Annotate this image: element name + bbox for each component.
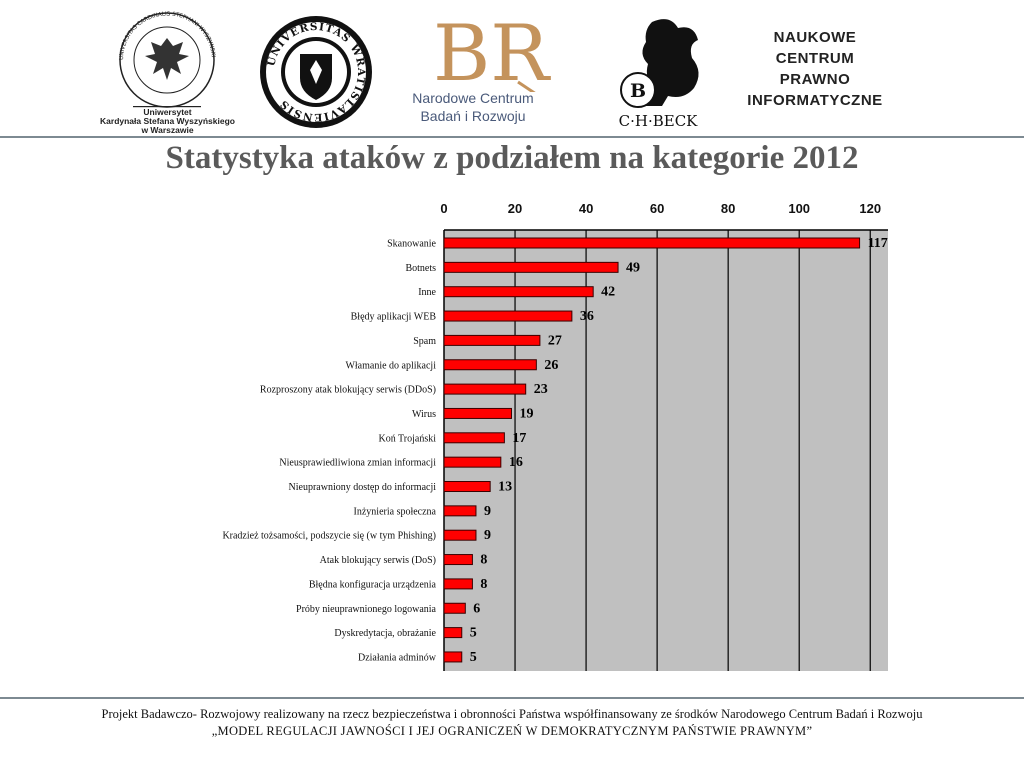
bar bbox=[443, 407, 512, 419]
ncpi-line-1: NAUKOWE bbox=[773, 29, 857, 46]
data-label: 23 bbox=[534, 382, 548, 397]
data-label: 49 bbox=[626, 260, 640, 275]
ncpi-line-2: CENTRUM bbox=[775, 50, 855, 67]
x-tick-label: 40 bbox=[579, 201, 593, 216]
bar bbox=[443, 432, 505, 444]
ncbr-monogram: BR bbox=[433, 12, 551, 92]
ncbr-line-2: Badań i Rozwoju bbox=[420, 108, 526, 124]
data-label: 9 bbox=[484, 528, 491, 543]
header-divider bbox=[0, 136, 1024, 138]
data-label: 5 bbox=[470, 626, 477, 641]
ncpi-line-4: INFORMATYCZNE bbox=[747, 92, 883, 109]
chbeck-griffin-icon: B C·H·BECK bbox=[619, 19, 699, 130]
x-tick-label: 60 bbox=[650, 201, 664, 216]
bar bbox=[443, 505, 477, 517]
bar bbox=[443, 237, 861, 249]
category-label: Działania adminów bbox=[358, 652, 437, 663]
category-label: Botnets bbox=[405, 263, 436, 274]
category-label: Spam bbox=[413, 336, 436, 347]
data-label: 5 bbox=[470, 650, 477, 665]
footer-project-line: Projekt Badawczo- Rozwojowy realizowany … bbox=[101, 707, 923, 721]
x-tick-label: 100 bbox=[788, 201, 810, 216]
x-tick-label: 20 bbox=[508, 201, 522, 216]
x-tick-label: 120 bbox=[859, 201, 881, 216]
data-label: 42 bbox=[601, 285, 615, 300]
bar bbox=[443, 310, 573, 322]
plot-area bbox=[444, 230, 888, 671]
category-label: Inżynieria społeczna bbox=[354, 506, 437, 517]
data-label: 19 bbox=[519, 406, 533, 421]
uksw-caption-2: Kardynała Stefana Wyszyńskiego bbox=[100, 116, 235, 126]
bar bbox=[443, 627, 463, 639]
ncbr-logo: BR Narodowe Centrum Badań i Rozwoju bbox=[398, 9, 584, 132]
category-label: Koń Trojański bbox=[378, 433, 436, 444]
uksw-caption-3: w Warszawie bbox=[141, 125, 194, 135]
footer-divider bbox=[0, 697, 1024, 699]
bar bbox=[443, 359, 537, 371]
bar bbox=[443, 651, 463, 663]
chbeck-letter: B bbox=[630, 80, 646, 102]
bar bbox=[443, 334, 541, 346]
data-label: 26 bbox=[544, 358, 558, 373]
bar-chart: 0 20 40 60 80 100 120 Skanowanie 117 Botnets 49 Inn… bbox=[222, 201, 888, 671]
bar bbox=[443, 481, 491, 492]
bar bbox=[443, 529, 477, 541]
uksw-logo: UNIVERSITAS CARDINALIS STEPHANI WYSZYNSK… bbox=[93, 4, 240, 136]
category-label: Błędy aplikacji WEB bbox=[351, 312, 437, 323]
footer-model-line: „MODEL REGULACJI JAWNOŚCI I JEJ OGRANICZ… bbox=[211, 724, 813, 738]
ncpi-logo: NAUKOWE CENTRUM PRAWNO INFORMATYCZNE bbox=[735, 27, 895, 111]
category-label: Kradzież tożsamości, podszycie się (w ty… bbox=[222, 531, 436, 542]
category-label: Dyskredytacja, obrażanie bbox=[334, 628, 436, 639]
data-label: 16 bbox=[509, 455, 523, 470]
data-label: 117 bbox=[868, 236, 888, 251]
category-label: Włamanie do aplikacji bbox=[345, 360, 436, 371]
uksw-emblem-icon: UNIVERSITAS CARDINALIS STEPHANI WYSZYNSK… bbox=[93, 4, 216, 108]
category-label: Nieuprawniony dostęp do informacji bbox=[289, 482, 437, 493]
category-label: Próby nieuprawnionego logowania bbox=[296, 604, 437, 615]
uksw-caption-1: Uniwersytet bbox=[143, 107, 192, 117]
chbeck-name: C·H·BECK bbox=[619, 112, 699, 130]
uwr-logo: UNIVERSITAS WRATISLAVIENSIS bbox=[258, 14, 374, 130]
data-label: 27 bbox=[548, 333, 562, 348]
category-label: Skanowanie bbox=[387, 239, 436, 250]
bar bbox=[443, 602, 466, 614]
chart-title: Statystyka ataków z podziałem na kategor… bbox=[165, 140, 859, 176]
x-tick-label: 80 bbox=[721, 201, 735, 216]
data-label: 36 bbox=[580, 309, 594, 324]
chbeck-logo: B C·H·BECK bbox=[608, 14, 708, 130]
bar bbox=[443, 383, 527, 395]
data-label: 6 bbox=[473, 601, 480, 616]
uwr-seal-icon: UNIVERSITAS WRATISLAVIENSIS bbox=[260, 16, 372, 128]
category-label: Atak blokujący serwis (DoS) bbox=[320, 555, 436, 566]
bar bbox=[443, 261, 619, 273]
data-label: 8 bbox=[480, 553, 487, 568]
bar bbox=[443, 286, 594, 298]
category-label: Wirus bbox=[412, 409, 436, 420]
bar bbox=[443, 456, 502, 468]
ncpi-line-3: PRAWNO bbox=[779, 71, 851, 88]
category-label: Rozproszony atak blokujący serwis (DDoS) bbox=[260, 385, 436, 396]
bar bbox=[443, 554, 473, 566]
ncbr-line-1: Narodowe Centrum bbox=[412, 90, 534, 106]
data-label: 9 bbox=[484, 504, 491, 519]
logo-header: UNIVERSITAS CARDINALIS STEPHANI WYSZYNSK… bbox=[0, 0, 1024, 135]
data-label: 17 bbox=[512, 431, 526, 446]
category-label: Błędna konfiguracja urządzenia bbox=[309, 579, 437, 590]
data-label: 8 bbox=[480, 577, 487, 592]
category-label: Nieusprawiedliwiona zmian informacji bbox=[279, 458, 436, 469]
category-label: Inne bbox=[418, 287, 436, 298]
x-tick-label: 0 bbox=[440, 201, 447, 216]
bar bbox=[443, 578, 473, 590]
ncbr-monogram-icon: BR bbox=[433, 9, 579, 124]
data-label: 13 bbox=[498, 480, 512, 495]
